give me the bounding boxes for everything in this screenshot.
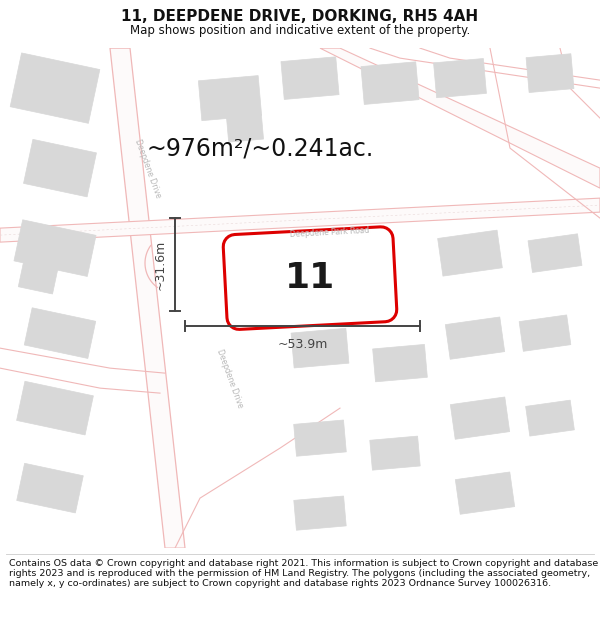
Text: Contains OS data © Crown copyright and database right 2021. This information is : Contains OS data © Crown copyright and d… bbox=[9, 559, 598, 588]
Text: ~976m²/~0.241ac.: ~976m²/~0.241ac. bbox=[146, 136, 374, 160]
Text: Deepdene Drive: Deepdene Drive bbox=[215, 348, 245, 409]
Bar bbox=[445, 317, 505, 359]
Text: Deepdene Park Road: Deepdene Park Road bbox=[290, 226, 370, 239]
Bar bbox=[373, 344, 427, 382]
Bar bbox=[10, 53, 100, 123]
Bar bbox=[281, 57, 339, 99]
Text: Map shows position and indicative extent of the property.: Map shows position and indicative extent… bbox=[130, 24, 470, 37]
Text: Deepdene Drive: Deepdene Drive bbox=[133, 138, 163, 199]
Bar bbox=[18, 262, 58, 294]
Bar bbox=[294, 420, 346, 456]
Polygon shape bbox=[0, 198, 600, 242]
Bar bbox=[519, 315, 571, 351]
Text: ~31.6m: ~31.6m bbox=[154, 239, 167, 290]
Bar bbox=[361, 62, 419, 104]
Bar bbox=[17, 381, 94, 435]
Bar bbox=[370, 436, 420, 470]
Bar bbox=[455, 472, 515, 514]
Bar bbox=[526, 400, 574, 436]
Polygon shape bbox=[223, 227, 397, 329]
Bar bbox=[526, 54, 574, 92]
Bar bbox=[17, 463, 83, 513]
Bar bbox=[294, 496, 346, 530]
Bar bbox=[528, 234, 582, 272]
Bar bbox=[23, 139, 97, 197]
Text: 11, DEEPDENE DRIVE, DORKING, RH5 4AH: 11, DEEPDENE DRIVE, DORKING, RH5 4AH bbox=[121, 9, 479, 24]
Bar bbox=[226, 114, 263, 142]
Bar bbox=[434, 59, 487, 98]
Bar bbox=[451, 397, 509, 439]
Bar bbox=[24, 308, 96, 359]
Bar bbox=[437, 230, 502, 276]
Text: ~53.9m: ~53.9m bbox=[277, 338, 328, 351]
Bar bbox=[14, 220, 96, 276]
Bar bbox=[291, 328, 349, 368]
Bar bbox=[199, 76, 262, 121]
Polygon shape bbox=[110, 48, 185, 548]
Text: 11: 11 bbox=[285, 261, 335, 295]
Polygon shape bbox=[320, 48, 600, 188]
